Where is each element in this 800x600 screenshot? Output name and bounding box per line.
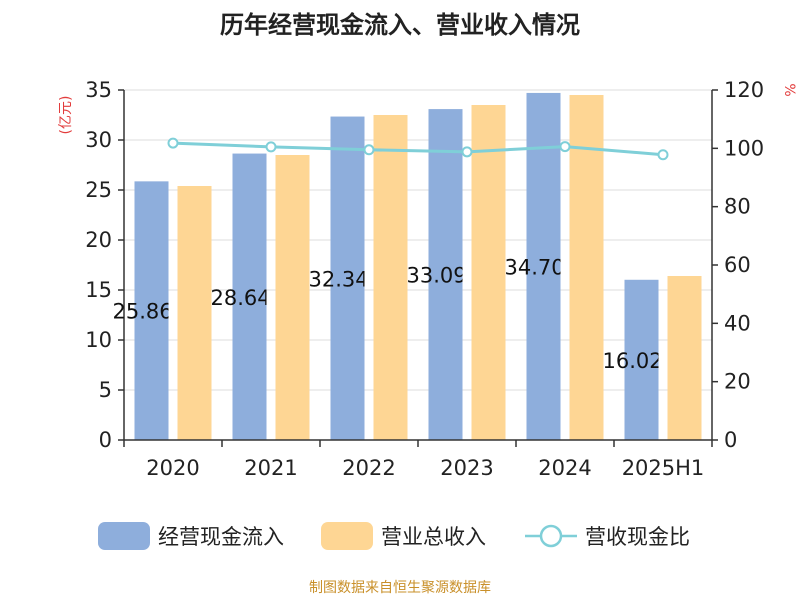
- y-right-tick-label: 100: [724, 136, 764, 160]
- x-tick-label: 2023: [440, 456, 493, 480]
- x-tick-label: 2024: [538, 456, 591, 480]
- bar-revenue-2024: [569, 95, 604, 440]
- y-left-tick-label: 30: [85, 128, 112, 152]
- y-right-tick-label: 20: [724, 370, 751, 394]
- y-left-tick-label: 0: [99, 428, 112, 452]
- x-tick-label: 2020: [146, 456, 199, 480]
- data-labels: 25.865 28.644 32.345 33.091 34.707 16.022: [113, 255, 676, 373]
- bar-cash-2022: [330, 116, 365, 441]
- ratio-line: [172, 141, 664, 157]
- y-right-tick-label: 60: [724, 253, 751, 277]
- bar-cash-2025H1: [624, 279, 659, 440]
- y-right-tick-label: 40: [724, 311, 751, 335]
- data-label-cash-2025H1: 16.022: [603, 349, 676, 373]
- ratio-point-2022: [363, 144, 375, 156]
- data-label-cash-2023: 33.091: [407, 264, 480, 288]
- bar-cash-2024: [526, 92, 561, 441]
- bar-cash-2023: [428, 109, 463, 440]
- y-right-tick-label: 80: [724, 195, 751, 219]
- bar-revenue-2025H1: [667, 276, 702, 440]
- data-label-cash-2024: 34.707: [505, 255, 578, 279]
- axes: [118, 89, 718, 447]
- grid-lines: [124, 89, 712, 391]
- legend-swatch-cash: [98, 522, 150, 550]
- bar-cash-2021: [232, 153, 267, 440]
- legend-swatch-revenue: [321, 522, 373, 550]
- y-right-tick-label: 0: [724, 428, 737, 452]
- ratio-line-layer: [167, 137, 669, 161]
- y-left-tick-label: 15: [85, 278, 112, 302]
- bars: [134, 92, 702, 441]
- ratio-point-2023: [461, 146, 473, 158]
- y-right-tick-label: 120: [724, 78, 764, 102]
- ratio-point-2024: [559, 141, 571, 153]
- x-tick-label: 2021: [244, 456, 297, 480]
- ratio-point-2025H1: [657, 149, 669, 161]
- chart-title: 历年经营现金流入、营业收入情况: [220, 11, 580, 39]
- y-right-unit: %: [781, 83, 797, 96]
- y-left-tick-label: 35: [85, 78, 112, 102]
- legend: 经营现金流入 营业总收入 营收现金比: [98, 522, 690, 550]
- tick-labels: 0 5 10 15 20 25 30 35 0 20 40 60 80 100 120 2020 2021 202…: [85, 78, 764, 480]
- data-label-cash-2021: 28.644: [211, 286, 284, 310]
- x-tick-label: 2022: [342, 456, 395, 480]
- legend-label-cash: 经营现金流入: [158, 525, 284, 549]
- data-label-cash-2020: 25.865: [113, 300, 186, 324]
- source-note: 制图数据来自恒生聚源数据库: [309, 580, 491, 596]
- x-tick-label: 2025H1: [622, 456, 705, 480]
- bar-cash-2020: [134, 181, 169, 440]
- legend-label-revenue: 营业总收入: [381, 525, 486, 549]
- ratio-point-2020: [167, 137, 179, 149]
- data-label-cash-2022: 32.345: [309, 267, 382, 291]
- y-left-tick-label: 10: [85, 328, 112, 352]
- y-left-unit: (亿元): [58, 96, 74, 135]
- y-left-tick-label: 25: [85, 178, 112, 202]
- ratio-point-2021: [265, 141, 277, 153]
- bar-revenue-2023: [471, 105, 506, 440]
- bar-revenue-2022: [373, 115, 408, 440]
- legend-label-ratio: 营收现金比: [585, 525, 690, 549]
- bar-revenue-2020: [177, 186, 212, 440]
- legend-swatch-ratio-marker: [539, 524, 563, 548]
- y-left-tick-label: 20: [85, 228, 112, 252]
- y-left-tick-label: 5: [99, 378, 112, 402]
- bar-revenue-2021: [275, 155, 310, 440]
